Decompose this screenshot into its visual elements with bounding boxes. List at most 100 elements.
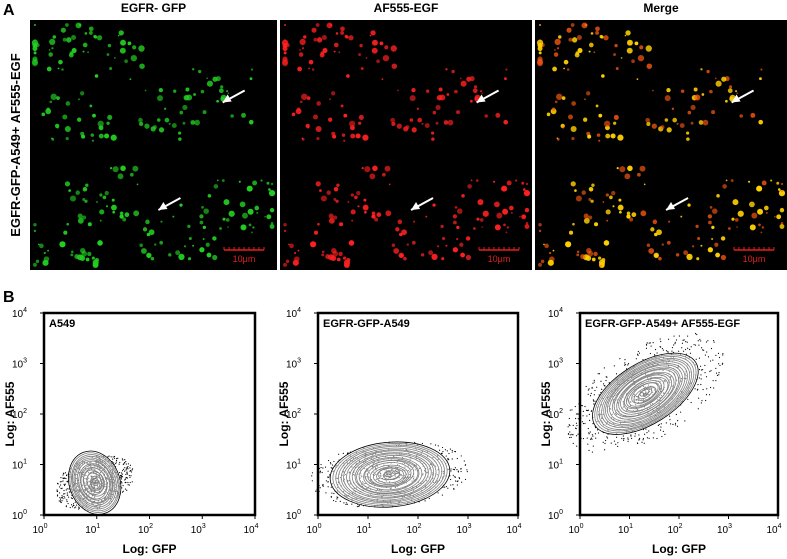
cell-spot (110, 134, 117, 141)
event-dot (453, 476, 455, 478)
event-dot (672, 351, 675, 354)
cell-spot (456, 225, 460, 230)
event-dot (127, 481, 129, 484)
cell-spot (346, 257, 351, 263)
event-dot (454, 476, 457, 478)
event-dot (674, 424, 677, 426)
cell-spot (416, 107, 420, 110)
event-dot (707, 340, 709, 342)
cell-spot (603, 240, 610, 246)
event-dot (652, 437, 654, 439)
cell-spot (270, 182, 274, 186)
event-dot (703, 349, 705, 351)
cell-spot (547, 259, 554, 266)
cell-spot (413, 220, 416, 223)
event-dot (569, 431, 571, 433)
cell-spot (779, 207, 785, 213)
event-dot (115, 462, 117, 465)
cell-spot (103, 133, 110, 139)
event-dot (722, 362, 724, 364)
cell-spot (65, 101, 71, 106)
event-dot (450, 470, 452, 472)
cell-spot (252, 180, 258, 186)
cell-spot (425, 89, 430, 93)
tick-base: 10 (286, 461, 298, 472)
cell-spot (178, 131, 182, 135)
event-dot (589, 395, 592, 397)
cell-spot (239, 201, 246, 208)
event-dot (630, 434, 632, 436)
event-dot (466, 469, 468, 471)
cell-spot (35, 259, 40, 264)
cell-spot (594, 222, 599, 227)
cell-spot (152, 125, 157, 130)
event-dot (587, 443, 589, 445)
cell-spot (49, 100, 53, 104)
event-dot (600, 380, 602, 382)
event-dot (74, 501, 76, 503)
event-dot (442, 450, 444, 453)
cell-spot (620, 57, 623, 59)
cell-spot (778, 190, 786, 197)
event-dot (464, 478, 467, 481)
cell-spot (225, 218, 230, 222)
event-dot (128, 474, 130, 477)
cell-spot (537, 60, 543, 67)
cell-spot (93, 35, 98, 39)
cell-spot (711, 208, 718, 214)
cell-spot (57, 67, 60, 70)
event-dot (124, 478, 127, 480)
event-dot (690, 401, 692, 404)
cell-spot (737, 210, 744, 217)
cell-spot (492, 180, 496, 183)
cell-spot (543, 243, 545, 246)
event-dot (648, 342, 650, 344)
cell-spot (325, 254, 331, 259)
cell-spot (345, 35, 349, 39)
event-dot (121, 470, 124, 472)
event-dot (627, 364, 629, 366)
cell-spot (356, 190, 361, 196)
event-dot (617, 442, 619, 444)
cell-spot (574, 52, 580, 58)
cell-spot (332, 250, 339, 257)
cell-spot (79, 255, 86, 261)
event-dot (624, 359, 626, 361)
cell-spot (285, 259, 290, 264)
event-dot (638, 438, 640, 440)
cell-spot (358, 121, 362, 125)
cell-spot (94, 257, 99, 263)
cell-spot (700, 68, 703, 71)
event-dot (463, 460, 465, 462)
event-dot (63, 473, 65, 475)
event-dot (574, 405, 576, 408)
cell-spot (317, 222, 320, 226)
y-tick-label: 100 (548, 509, 563, 522)
cell-spot (283, 229, 287, 233)
cell-spot (774, 215, 776, 218)
event-dot (113, 462, 115, 464)
event-dot (311, 475, 313, 477)
cell-spot (461, 194, 465, 198)
event-dot (127, 465, 129, 468)
cell-spot (627, 165, 633, 172)
cell-spot (66, 222, 70, 226)
tick-exponent: 1 (96, 523, 100, 530)
cell-spot (552, 66, 557, 72)
event-dot (667, 351, 669, 353)
event-dot (631, 437, 633, 439)
cell-spot (343, 113, 348, 118)
event-dot (615, 373, 618, 375)
cell-spot (130, 54, 138, 62)
cell-spot (610, 133, 616, 139)
cell-spot (251, 231, 253, 234)
event-dot (316, 488, 318, 491)
event-dot (709, 370, 711, 373)
cell-spot (301, 47, 305, 50)
event-dot (591, 386, 593, 389)
tick-exponent: 0 (297, 509, 301, 516)
event-dot (325, 492, 327, 494)
cell-spot (456, 237, 459, 241)
cell-spot (725, 179, 728, 182)
